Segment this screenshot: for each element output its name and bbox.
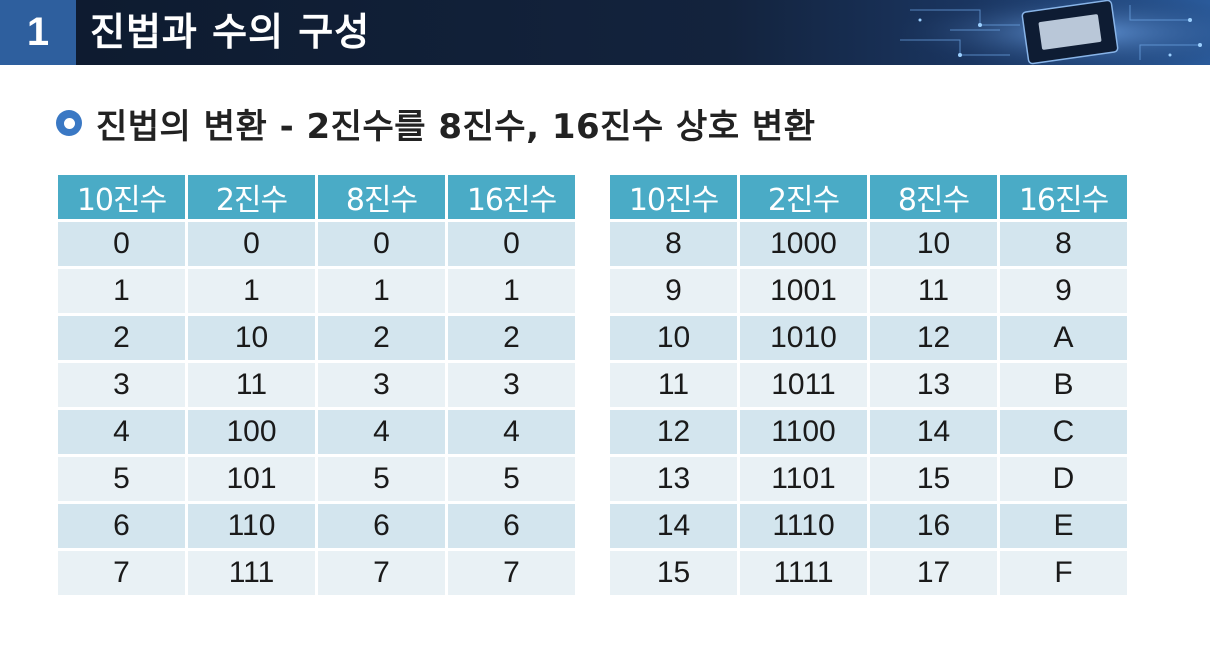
- cell-hex: 5: [448, 457, 575, 501]
- cell-octal: 17: [870, 551, 997, 595]
- cell-octal: 5: [318, 457, 445, 501]
- cell-binary: 10: [188, 316, 315, 360]
- cell-decimal: 10: [610, 316, 737, 360]
- table-row: 5 101 5 5: [58, 457, 575, 501]
- cell-decimal: 1: [58, 269, 185, 313]
- cell-decimal: 8: [610, 222, 737, 266]
- cell-hex: D: [1000, 457, 1127, 501]
- cell-binary: 1111: [740, 551, 867, 595]
- cell-hex: E: [1000, 504, 1127, 548]
- cell-hex: 4: [448, 410, 575, 454]
- table-row: 4 100 4 4: [58, 410, 575, 454]
- circuit-chip-decoration: [890, 0, 1210, 65]
- table-row: 13 1101 15 D: [610, 457, 1127, 501]
- cell-binary: 11: [188, 363, 315, 407]
- cell-decimal: 9: [610, 269, 737, 313]
- cell-hex: F: [1000, 551, 1127, 595]
- column-header-binary: 2진수: [740, 175, 867, 219]
- cell-binary: 1100: [740, 410, 867, 454]
- cell-octal: 6: [318, 504, 445, 548]
- table-row: 12 1100 14 C: [610, 410, 1127, 454]
- cell-decimal: 6: [58, 504, 185, 548]
- table-row: 15 1111 17 F: [610, 551, 1127, 595]
- cell-decimal: 13: [610, 457, 737, 501]
- table-header-row: 10진수 2진수 8진수 16진수: [58, 175, 575, 219]
- column-header-octal: 8진수: [318, 175, 445, 219]
- table-row: 11 1011 13 B: [610, 363, 1127, 407]
- section-subtitle: 진법의 변환 - 2진수를 8진수, 16진수 상호 변환: [56, 98, 816, 148]
- cell-octal: 12: [870, 316, 997, 360]
- cell-octal: 0: [318, 222, 445, 266]
- table-row: 3 11 3 3: [58, 363, 575, 407]
- conversion-table-0-7: 10진수 2진수 8진수 16진수 0 0 0 0 1 1 1 1 2 10 2 2 3 11 3 3 4 100…: [55, 172, 578, 598]
- column-header-hex: 16진수: [448, 175, 575, 219]
- cell-binary: 1101: [740, 457, 867, 501]
- cell-hex: 2: [448, 316, 575, 360]
- cell-octal: 11: [870, 269, 997, 313]
- cell-binary: 1000: [740, 222, 867, 266]
- page-title: 진법과 수의 구성: [90, 10, 371, 54]
- cell-hex: 1: [448, 269, 575, 313]
- cell-binary: 111: [188, 551, 315, 595]
- cell-hex: 7: [448, 551, 575, 595]
- cell-decimal: 2: [58, 316, 185, 360]
- cell-decimal: 3: [58, 363, 185, 407]
- cell-hex: 9: [1000, 269, 1127, 313]
- cell-binary: 0: [188, 222, 315, 266]
- cell-hex: A: [1000, 316, 1127, 360]
- cell-octal: 1: [318, 269, 445, 313]
- table-row: 7 111 7 7: [58, 551, 575, 595]
- cell-octal: 3: [318, 363, 445, 407]
- cell-decimal: 11: [610, 363, 737, 407]
- cell-octal: 13: [870, 363, 997, 407]
- cell-octal: 16: [870, 504, 997, 548]
- table-row: 6 110 6 6: [58, 504, 575, 548]
- cell-binary: 100: [188, 410, 315, 454]
- cell-binary: 1010: [740, 316, 867, 360]
- cell-hex: 3: [448, 363, 575, 407]
- cell-octal: 4: [318, 410, 445, 454]
- cell-octal: 10: [870, 222, 997, 266]
- column-header-decimal: 10진수: [58, 175, 185, 219]
- subtitle-text: 진법의 변환 - 2진수를 8진수, 16진수 상호 변환: [96, 106, 816, 147]
- cell-binary: 101: [188, 457, 315, 501]
- cell-decimal: 0: [58, 222, 185, 266]
- section-number: 1: [0, 0, 76, 65]
- table-header-row: 10진수 2진수 8진수 16진수: [610, 175, 1127, 219]
- cell-binary: 1: [188, 269, 315, 313]
- cell-octal: 2: [318, 316, 445, 360]
- column-header-binary: 2진수: [188, 175, 315, 219]
- column-header-octal: 8진수: [870, 175, 997, 219]
- table-row: 8 1000 10 8: [610, 222, 1127, 266]
- cell-decimal: 7: [58, 551, 185, 595]
- column-header-hex: 16진수: [1000, 175, 1127, 219]
- cell-decimal: 12: [610, 410, 737, 454]
- cell-hex: 0: [448, 222, 575, 266]
- header-bar: 1 진법과 수의 구성: [0, 0, 1210, 65]
- cell-binary: 110: [188, 504, 315, 548]
- cell-hex: C: [1000, 410, 1127, 454]
- cell-decimal: 14: [610, 504, 737, 548]
- cell-decimal: 5: [58, 457, 185, 501]
- column-header-decimal: 10진수: [610, 175, 737, 219]
- table-row: 9 1001 11 9: [610, 269, 1127, 313]
- cell-binary: 1011: [740, 363, 867, 407]
- cell-binary: 1001: [740, 269, 867, 313]
- table-row: 14 1110 16 E: [610, 504, 1127, 548]
- cell-octal: 14: [870, 410, 997, 454]
- conversion-table-8-15: 10진수 2진수 8진수 16진수 8 1000 10 8 9 1001 11 9 10 1010…: [607, 172, 1130, 598]
- cell-binary: 1110: [740, 504, 867, 548]
- cell-hex: B: [1000, 363, 1127, 407]
- cell-octal: 7: [318, 551, 445, 595]
- table-row: 2 10 2 2: [58, 316, 575, 360]
- cell-decimal: 15: [610, 551, 737, 595]
- cell-octal: 15: [870, 457, 997, 501]
- cell-decimal: 4: [58, 410, 185, 454]
- cell-hex: 6: [448, 504, 575, 548]
- cell-hex: 8: [1000, 222, 1127, 266]
- bullet-ring-icon: [56, 110, 82, 136]
